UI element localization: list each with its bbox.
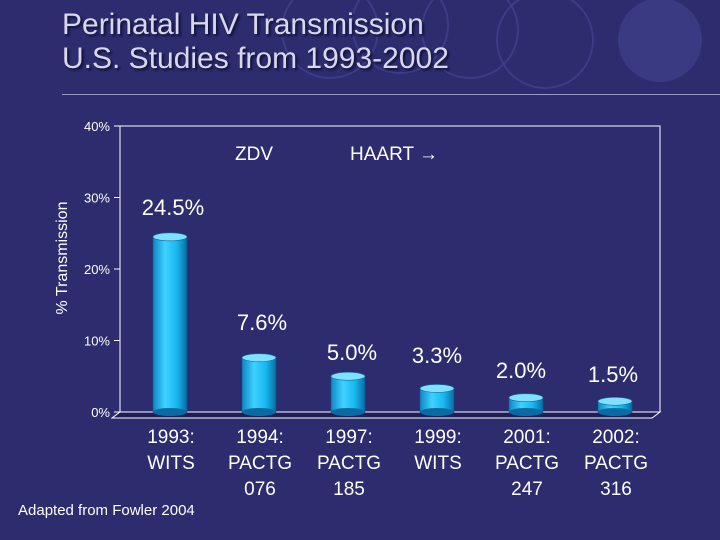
x-category-label: PACTG [584,453,648,474]
bar-top [597,396,633,406]
source-note: Adapted from Fowler 2004 [18,502,195,519]
decor-circle [421,0,519,79]
y-tick-label: 0% [91,405,110,420]
annotation-haart: HAART → [350,144,438,165]
x-category-label: PACTG [495,453,559,474]
bar-base [420,408,454,416]
bar-top [330,371,366,381]
x-category-label: 185 [333,479,365,500]
x-category-label: PACTG [317,453,381,474]
decor-circle [351,0,449,74]
y-tick-label: 40% [84,119,110,134]
y-tick-label: 30% [84,191,110,206]
x-category-label: 1997: [325,427,373,448]
decor-circle [496,0,594,89]
title-divider [62,94,720,95]
bar-top [152,232,188,242]
annotation-zdv: ZDV [235,144,273,165]
x-category-label: 1993: [147,427,195,448]
bar-base [509,408,543,416]
bar-base [331,408,365,416]
x-category-label: 316 [600,479,632,500]
bar-value-label: 2.0% [496,358,546,383]
x-category-label: PACTG [228,453,292,474]
x-category-label: 247 [511,479,543,500]
decor-circle-filled [618,0,702,82]
bar-value-label: 24.5% [142,195,204,220]
slide-title: Perinatal HIV Transmission U.S. Studies … [62,8,449,76]
plot-floor [110,411,662,419]
x-category-label: 1994: [236,427,284,448]
bar [241,357,277,413]
y-tick-label: 20% [84,262,110,277]
bar-top [508,393,544,403]
bar [152,236,188,413]
bar-base [598,408,632,416]
x-category-label: 076 [244,479,276,500]
bar-top [419,384,455,393]
x-category-label: WITS [414,453,462,474]
x-category-label: 1999: [414,427,462,448]
plot-area [119,125,661,413]
slide-title-line2: U.S. Studies from 1993-2002 [62,42,449,75]
slide-title-line1: Perinatal HIV Transmission [62,8,424,41]
x-category-label: WITS [147,453,195,474]
bar-base [242,408,276,416]
bar-base [153,408,187,416]
bar-value-label: 1.5% [588,362,638,387]
decor-circle [281,0,379,79]
y-tick-label: 10% [84,334,110,349]
bar-value-label: 5.0% [327,340,377,365]
bar-value-label: 3.3% [412,343,462,368]
x-category-label: 2002: [592,427,640,448]
bar-top [241,353,277,362]
x-category-label: 2001: [503,427,551,448]
bar-value-label: 7.6% [237,310,287,335]
bar [330,375,366,413]
y-axis-label: % Transmission [54,202,71,315]
